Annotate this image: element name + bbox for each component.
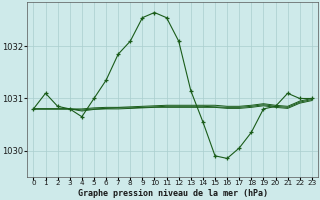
X-axis label: Graphe pression niveau de la mer (hPa): Graphe pression niveau de la mer (hPa)	[78, 189, 268, 198]
